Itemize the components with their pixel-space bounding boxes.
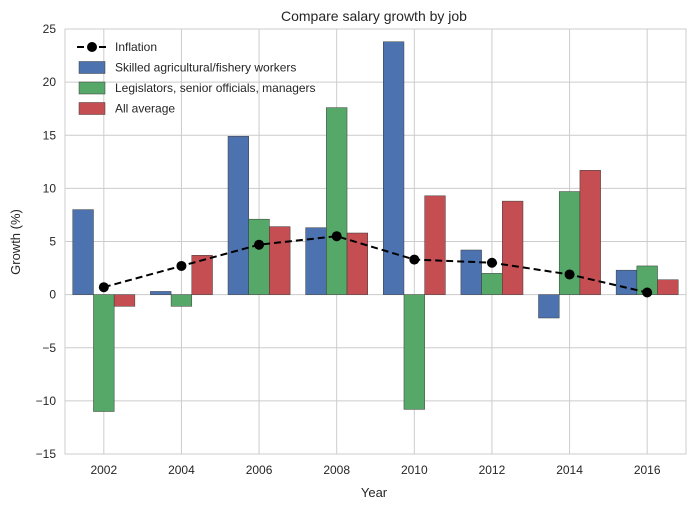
inflation-point bbox=[486, 257, 497, 268]
inflation-point bbox=[331, 231, 342, 242]
y-tick-label: 0 bbox=[49, 288, 56, 302]
bar bbox=[346, 232, 368, 295]
x-tick-label: 2004 bbox=[168, 463, 195, 477]
y-tick-label: 20 bbox=[43, 75, 57, 89]
inflation-point bbox=[564, 269, 575, 280]
chart-title: Compare salary growth by job bbox=[281, 8, 467, 24]
bar bbox=[227, 136, 249, 295]
legend-swatch bbox=[78, 81, 106, 95]
bar bbox=[403, 294, 425, 410]
bar bbox=[538, 294, 560, 319]
legend-swatch bbox=[78, 61, 106, 74]
inflation-point bbox=[98, 282, 109, 293]
inflation-line bbox=[103, 235, 648, 294]
y-axis-label: Growth (%) bbox=[8, 209, 23, 275]
bar bbox=[72, 209, 94, 295]
bar bbox=[150, 291, 172, 295]
legend-label: Inflation bbox=[115, 40, 157, 54]
legend-inflation-marker bbox=[87, 42, 97, 52]
bar bbox=[170, 294, 193, 307]
bars bbox=[72, 41, 679, 412]
inflation-point bbox=[409, 254, 420, 265]
x-tick-label: 2002 bbox=[90, 463, 117, 477]
inflation-point bbox=[176, 260, 187, 271]
y-tick-label: −10 bbox=[36, 394, 57, 408]
x-tick-label: 2012 bbox=[479, 463, 506, 477]
legend-label: All average bbox=[115, 102, 175, 116]
x-tick-label: 2016 bbox=[634, 463, 661, 477]
bar bbox=[615, 269, 638, 295]
y-tick-label: 5 bbox=[49, 235, 56, 249]
y-tick-label: 15 bbox=[43, 128, 57, 142]
y-tick-label: −15 bbox=[36, 447, 57, 461]
legend-label: Skilled agricultural/fishery workers bbox=[115, 61, 296, 75]
bar bbox=[383, 41, 405, 295]
legend-label: Legislators, senior officials, managers bbox=[115, 81, 316, 95]
bar bbox=[481, 273, 503, 295]
x-tick-label: 2006 bbox=[246, 463, 273, 477]
x-axis-label: Year bbox=[361, 485, 388, 500]
bar bbox=[326, 107, 348, 295]
y-tick-label: −5 bbox=[42, 341, 56, 355]
tick-labels: −15 −10 −5 0 5 10 15 20 25 2002 2004 2006 2008 2010 20… bbox=[36, 22, 661, 477]
bar bbox=[269, 226, 291, 295]
bar bbox=[657, 279, 679, 295]
y-tick-label: 25 bbox=[43, 22, 57, 36]
legend: Inflation Skilled agricultural/fishery wo… bbox=[77, 40, 316, 116]
plot-frame bbox=[64, 28, 687, 455]
x-tick-label: 2008 bbox=[323, 463, 350, 477]
inflation-point bbox=[642, 287, 653, 298]
bar bbox=[502, 200, 524, 295]
bar bbox=[191, 255, 213, 295]
bar bbox=[248, 218, 270, 295]
inflation-line-layer bbox=[98, 231, 653, 298]
y-tick-label: 10 bbox=[43, 181, 57, 195]
legend-swatch bbox=[78, 102, 106, 115]
x-tick-label: 2010 bbox=[401, 463, 428, 477]
x-tick-label: 2014 bbox=[556, 463, 583, 477]
bar bbox=[579, 170, 601, 295]
bar bbox=[93, 294, 115, 412]
inflation-point bbox=[254, 239, 265, 250]
bar bbox=[460, 249, 482, 295]
bar bbox=[113, 294, 136, 307]
bar bbox=[424, 195, 446, 295]
